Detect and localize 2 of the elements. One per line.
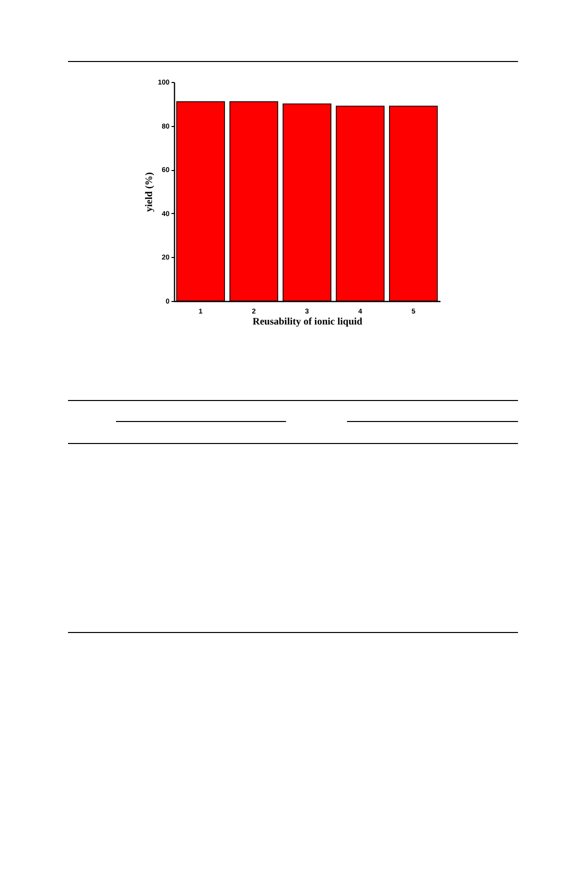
x-axis-title: Reusability of ionic liquid xyxy=(252,316,363,328)
y-axis-title: yield (%) xyxy=(144,172,155,212)
